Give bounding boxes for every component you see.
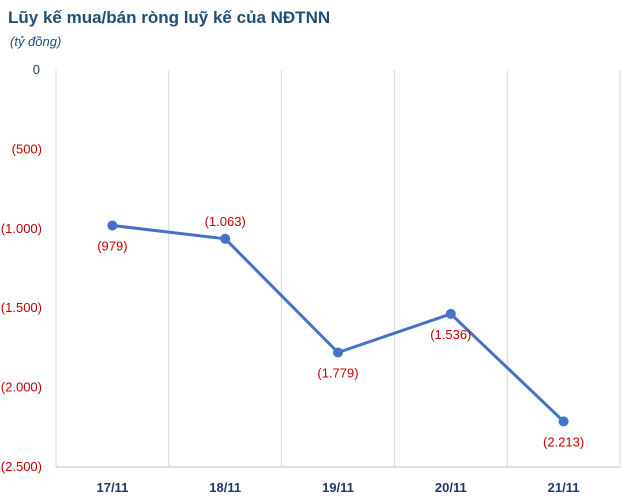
data-label: (1.536)	[430, 327, 471, 342]
data-label: (1.063)	[205, 214, 246, 229]
y-tick-label: (500)	[12, 141, 42, 156]
chart-title: Lũy kế mua/bán ròng luỹ kế của NĐTNN	[8, 8, 331, 27]
y-tick-label: (2.000)	[1, 380, 42, 395]
data-point	[445, 308, 456, 319]
y-tick-label: 0	[33, 62, 40, 77]
data-point	[107, 220, 118, 231]
data-label: (2.213)	[543, 434, 584, 449]
chart-subtitle: (tỷ đồng)	[10, 34, 62, 49]
data-label: (979)	[97, 238, 127, 253]
x-tick-label: 17/11	[96, 480, 128, 495]
data-label: (1.779)	[317, 366, 358, 381]
x-tick-label: 19/11	[322, 480, 354, 495]
x-tick-label: 21/11	[548, 480, 580, 495]
y-tick-label: (1.000)	[1, 221, 42, 236]
x-tick-label: 20/11	[435, 480, 467, 495]
data-point	[220, 233, 231, 244]
y-tick-label: (1.500)	[1, 300, 42, 315]
data-point	[558, 416, 569, 427]
x-tick-label: 18/11	[209, 480, 241, 495]
series-line	[112, 223, 565, 423]
y-tick-label: (2.500)	[1, 459, 42, 474]
data-point	[333, 347, 343, 358]
